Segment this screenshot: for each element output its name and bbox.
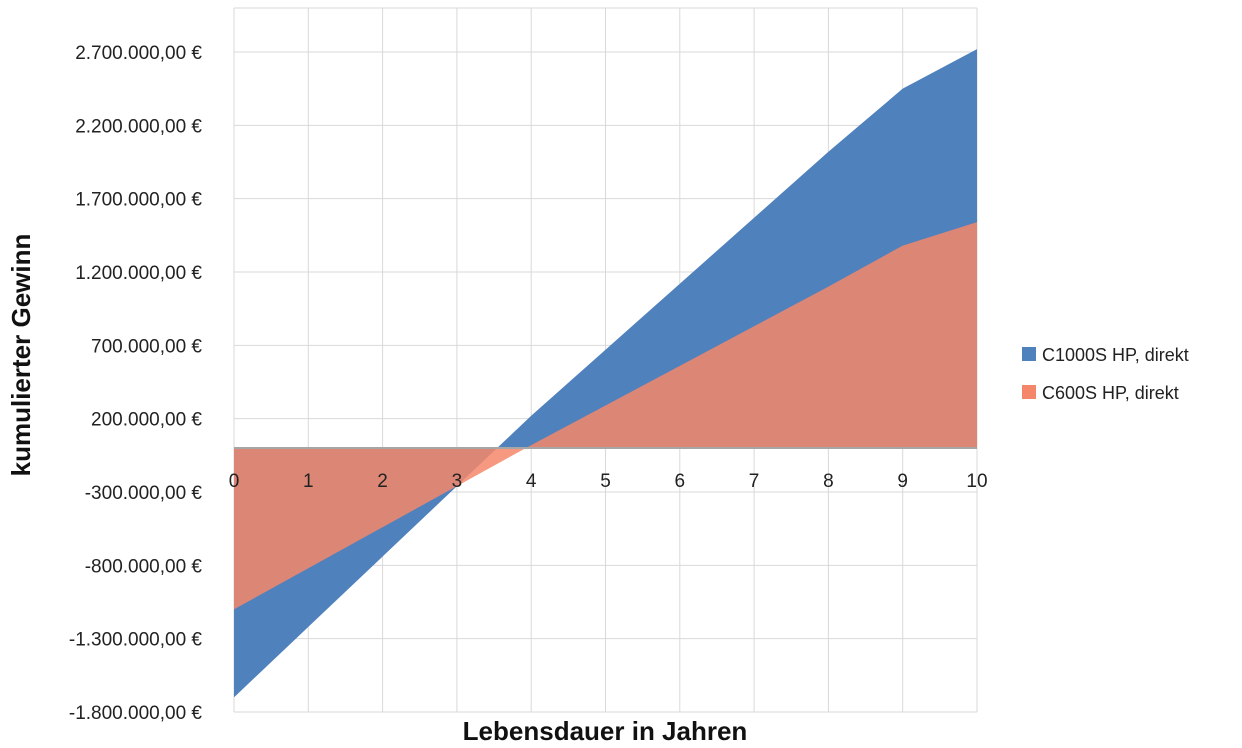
area-series-c1000s xyxy=(234,49,977,698)
legend-label: C600S HP, direkt xyxy=(1042,383,1179,403)
y-tick-labels: -1.800.000,00 € -1.300.000,00 € -800.000,0… xyxy=(69,43,203,724)
plot-areas xyxy=(234,49,977,698)
y-tick-label: 700.000,00 € xyxy=(91,336,202,357)
x-tick-label: 1 xyxy=(303,471,314,492)
y-axis-title: kumulierter Gewinn xyxy=(6,234,36,477)
x-tick-label: 0 xyxy=(229,471,240,492)
legend-swatch xyxy=(1022,347,1036,361)
y-tick-label: 1.700.000,00 € xyxy=(75,190,202,211)
y-tick-label: 1.200.000,00 € xyxy=(75,263,202,284)
x-tick-label: 10 xyxy=(966,471,987,492)
x-tick-label: 5 xyxy=(600,471,611,492)
y-tick-label: -1.300.000,00 € xyxy=(69,630,203,651)
y-tick-label: -300.000,00 € xyxy=(85,483,203,504)
legend: C1000S HP, direkt C600S HP, direkt xyxy=(1022,345,1189,403)
y-tick-label: 2.200.000,00 € xyxy=(75,116,202,137)
x-tick-label: 2 xyxy=(377,471,388,492)
x-tick-label: 8 xyxy=(823,471,834,492)
x-tick-label: 3 xyxy=(452,471,463,492)
y-tick-label: 2.700.000,00 € xyxy=(75,43,202,64)
x-tick-label: 6 xyxy=(675,471,686,492)
area-series-c600s xyxy=(234,222,977,610)
x-tick-label: 7 xyxy=(749,471,760,492)
x-tick-labels: 0 1 2 3 4 5 6 7 8 9 10 xyxy=(229,471,988,492)
x-tick-label: 9 xyxy=(897,471,908,492)
y-tick-label: -800.000,00 € xyxy=(85,556,203,577)
x-axis-title: Lebensdauer in Jahren xyxy=(463,716,748,746)
legend-swatch xyxy=(1022,385,1036,399)
x-tick-label: 4 xyxy=(526,471,537,492)
legend-label: C1000S HP, direkt xyxy=(1042,345,1189,365)
y-tick-label: -1.800.000,00 € xyxy=(69,703,203,724)
y-tick-label: 200.000,00 € xyxy=(91,410,202,431)
